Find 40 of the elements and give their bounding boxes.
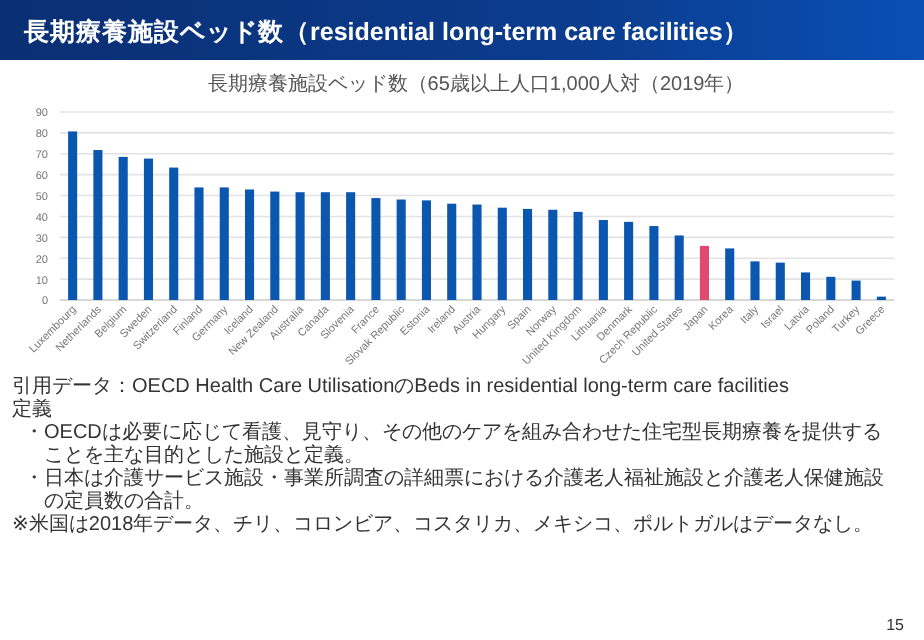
text: 定義: [12, 397, 52, 421]
text: ※米国は2018年データ、チリ、コロンビア、コスタリカ、メキシコ、ポルトガルはデータなし。: [12, 512, 874, 536]
chart-subtitle: 長期療養施設ベッド数（65歳以上人口1,000人対（2019年）: [207, 72, 745, 96]
bar: [699, 245, 709, 300]
bar: [674, 235, 684, 300]
bar: [118, 156, 128, 300]
bar: [421, 200, 431, 300]
bar: [801, 272, 811, 300]
bar: [447, 203, 457, 300]
bar: [245, 189, 255, 300]
bar: [194, 187, 204, 300]
bar: [219, 187, 229, 300]
bar: [548, 209, 558, 300]
bar: [573, 211, 583, 300]
bar: [750, 261, 760, 300]
bar: [169, 167, 179, 300]
bar: [826, 276, 836, 300]
chart-title: 長期療養施設ベッド数（residential long-term care facilities）: [22, 16, 749, 46]
bar: [143, 158, 153, 300]
bar: [270, 191, 280, 300]
bar: [851, 280, 861, 300]
text: 15: [886, 616, 906, 634]
bar: [295, 192, 305, 300]
bar: [598, 220, 608, 300]
bar: [371, 198, 381, 300]
bar: [346, 192, 356, 300]
bar: [320, 192, 330, 300]
text: 引用データ：OECD Health Care UtilisationのBeds in residential long-term care facilities: [12, 376, 789, 398]
text: ・日本は介護サービス施設・事業所調査の詳細票における介護老人福祉施設と介護老人保健施設の定員数の合計。: [24, 466, 884, 513]
bar: [93, 150, 103, 300]
bar: [624, 221, 634, 300]
bar: [497, 207, 507, 300]
bar: [649, 226, 659, 300]
text: ・OECDは必要に応じて看護、見守り、その他のケアを組み合わせた住宅型長期療養を提供することを主な目的とした施設と定義。: [24, 420, 882, 467]
bar: [68, 131, 78, 300]
bar: [725, 248, 735, 300]
bar: [775, 262, 785, 300]
bar: [523, 208, 533, 300]
bar: [472, 204, 482, 300]
bar: [396, 199, 406, 300]
